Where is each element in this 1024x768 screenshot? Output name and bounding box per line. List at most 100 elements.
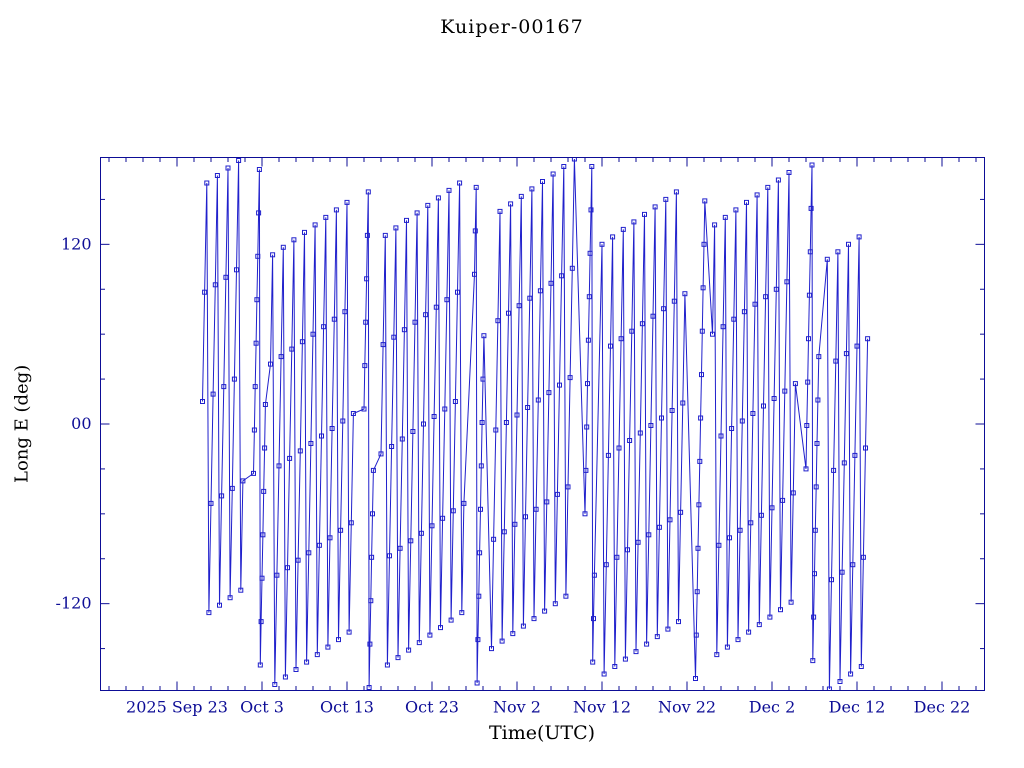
data-point <box>696 502 702 508</box>
data-point <box>210 391 216 397</box>
data-point <box>259 575 265 581</box>
data-point <box>274 572 280 578</box>
data-point <box>368 598 374 604</box>
data-point <box>499 638 505 644</box>
data-point <box>571 157 577 162</box>
data-point <box>865 336 871 342</box>
data-point <box>531 616 537 622</box>
data-point <box>852 452 858 458</box>
y-tick-label: 120 <box>61 234 92 253</box>
data-point <box>412 319 418 325</box>
data-point <box>678 509 684 515</box>
data-point <box>661 306 667 312</box>
data-point <box>323 214 329 220</box>
data-point <box>618 336 624 342</box>
data-point <box>860 554 866 560</box>
data-point <box>474 680 480 686</box>
data-point <box>262 445 268 451</box>
data-point <box>599 241 605 247</box>
data-point <box>260 532 266 538</box>
data-point <box>854 343 860 349</box>
data-point <box>815 397 821 403</box>
data-point <box>567 375 573 381</box>
data-point <box>731 316 737 322</box>
data-point <box>514 412 520 418</box>
data-point <box>671 298 677 304</box>
data-point <box>408 538 414 544</box>
data-point <box>737 527 743 533</box>
data-point <box>350 411 356 416</box>
data-point <box>622 656 628 662</box>
data-point <box>363 319 369 325</box>
data-point <box>380 342 386 348</box>
data-point <box>404 217 409 223</box>
data-point <box>702 198 708 204</box>
data-point <box>778 607 783 613</box>
data-point <box>699 328 705 334</box>
data-point <box>667 517 673 523</box>
data-point <box>812 527 818 533</box>
data-point <box>763 294 769 300</box>
data-point <box>489 646 494 652</box>
data-point <box>367 641 373 647</box>
data-point <box>693 676 698 681</box>
data-point <box>252 384 258 390</box>
data-point <box>253 340 259 346</box>
data-point <box>389 444 395 449</box>
data-point <box>479 420 485 425</box>
data-series <box>200 157 871 691</box>
data-point <box>365 189 371 195</box>
data-point <box>669 408 675 413</box>
data-point <box>221 384 227 390</box>
data-point <box>533 506 539 512</box>
data-point <box>406 647 412 653</box>
data-point <box>397 545 403 551</box>
data-point <box>225 165 231 171</box>
data-point <box>387 553 392 559</box>
data-point <box>587 250 593 256</box>
data-point <box>806 292 812 298</box>
data-point <box>520 623 526 629</box>
data-point <box>251 427 257 433</box>
data-point <box>833 358 839 364</box>
data-point <box>682 291 688 297</box>
data-point <box>272 682 278 687</box>
data-point <box>841 460 847 466</box>
data-point <box>680 400 686 406</box>
data-point <box>735 637 741 643</box>
data-point <box>314 652 320 658</box>
data-point <box>612 664 618 669</box>
data-point <box>733 207 739 213</box>
data-point <box>444 297 450 303</box>
data-point <box>472 271 477 277</box>
data-point <box>629 328 635 334</box>
data-point <box>659 415 664 421</box>
data-point <box>338 527 344 533</box>
data-point <box>459 610 465 616</box>
data-point <box>478 506 483 512</box>
data-point <box>814 441 820 446</box>
data-point <box>727 535 732 541</box>
data-point <box>537 288 543 294</box>
data-point <box>429 523 435 529</box>
data-point <box>477 550 483 556</box>
data-point <box>268 361 273 367</box>
data-point <box>527 295 533 301</box>
data-point <box>446 187 452 193</box>
data-point <box>285 565 290 571</box>
data-point <box>238 587 244 593</box>
data-point <box>410 429 416 434</box>
data-point <box>552 601 558 607</box>
data-point <box>786 170 792 175</box>
data-point <box>837 679 843 684</box>
data-point <box>780 497 786 503</box>
data-point <box>229 485 235 491</box>
data-point <box>206 610 212 616</box>
data-point <box>856 234 862 240</box>
data-point <box>676 619 681 625</box>
data-point <box>391 334 397 340</box>
data-point <box>234 267 239 273</box>
data-point <box>716 542 722 548</box>
data-point <box>601 671 607 677</box>
data-point <box>302 229 307 235</box>
